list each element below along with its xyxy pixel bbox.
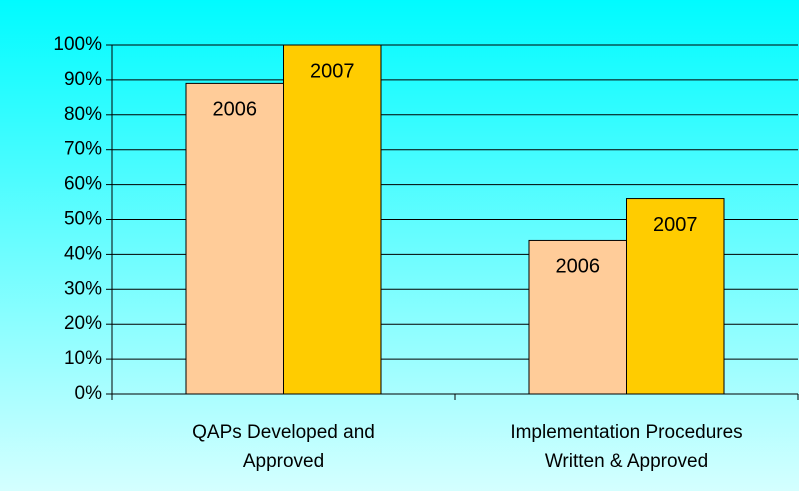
x-tick-label: Implementation Procedures Written & Appr…: [510, 422, 743, 472]
y-tick-label: 10%: [64, 348, 102, 369]
bar: [528, 239, 627, 395]
bar: [185, 82, 284, 395]
y-tick-label: 20%: [64, 313, 102, 334]
y-tick-label: 80%: [64, 104, 102, 125]
y-tick-label: 40%: [64, 243, 102, 264]
bar-label: 2006: [556, 256, 601, 278]
bar-label: 2006: [213, 99, 258, 121]
y-tick-label: 30%: [64, 278, 102, 299]
bar: [626, 198, 725, 395]
bar-label: 2007: [310, 60, 355, 82]
bar: [283, 44, 382, 395]
y-tick-label: 100%: [53, 34, 102, 55]
y-tick-label: 0%: [75, 383, 103, 404]
bar-label: 2007: [653, 214, 698, 236]
y-tick-label: 60%: [64, 174, 102, 195]
y-tick-label: 70%: [64, 139, 102, 160]
y-tick-label: 50%: [64, 209, 102, 230]
x-tick-label: QAPs Developed and Approved: [192, 422, 375, 472]
y-tick-label: 90%: [64, 69, 102, 90]
